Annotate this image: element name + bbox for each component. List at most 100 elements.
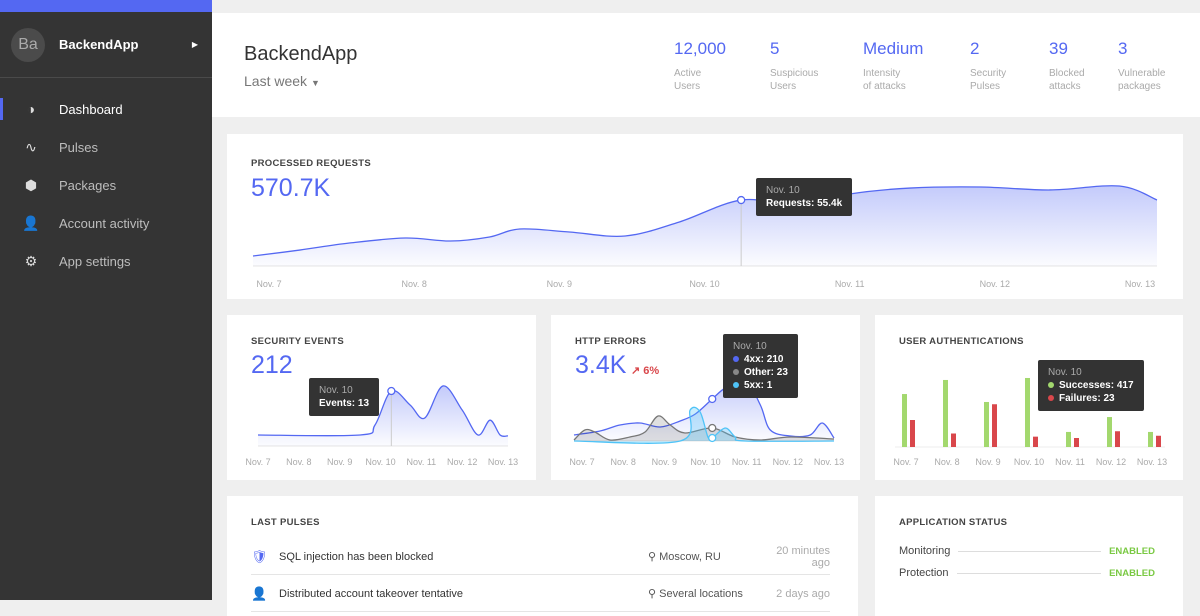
bar-failures [1033, 436, 1038, 447]
stat-suspicious-users: 5 Suspicious Users [770, 39, 840, 93]
tooltip-value: Requests: 55.4k [766, 198, 843, 209]
pulse-time: 2 days ago [776, 587, 830, 600]
period-dropdown[interactable]: Last week ▼ [244, 73, 320, 89]
chart-http [573, 378, 835, 444]
processed-requests-card: PROCESSED REQUESTS 570.7K Nov. 10 Request… [227, 134, 1183, 299]
chart-tooltip: Nov. 10 Requests: 55.4k [756, 178, 853, 216]
bar-successes [943, 379, 948, 447]
stat-security-pulses: 2 Security Pulses [970, 39, 1040, 93]
tooltip-date: Nov. 10 [1048, 367, 1082, 378]
bar-successes [1148, 431, 1153, 447]
pulse-icon: ∿ [25, 138, 37, 155]
sidebar-item-app-settings[interactable]: ⚙ App settings [0, 242, 212, 280]
x-tick-label: Nov. 7 [569, 457, 595, 467]
sidebar-item-label: App settings [59, 253, 131, 269]
stat-intensity: Medium Intensity of attacks [863, 39, 933, 93]
area-fill [253, 185, 1157, 266]
gear-icon: ⚙ [24, 252, 38, 269]
sidebar-item-account-activity[interactable]: 👤 Account activity [0, 204, 212, 242]
x-tick-label: Nov. 12 [446, 457, 478, 467]
pulse-location: ⚲ Several locations [648, 588, 743, 600]
series-line [252, 185, 1158, 257]
caret-right-icon: ▶ [191, 40, 198, 49]
stat-value: 3 [1118, 39, 1128, 58]
chevron-down-icon: ▼ [310, 78, 320, 88]
chart-tooltip: Nov. 10 Successes: 417 Failures: 23 [1038, 360, 1144, 411]
cube-icon: ⬢ [24, 176, 38, 193]
security-events-card: SECURITY EVENTS 212 Nov. 10 Events: 13 No… [227, 315, 536, 480]
chart-tooltip: Nov. 10 4xx: 210 Other: 23 5xx: 1 [723, 334, 798, 398]
change-value: 6% [643, 365, 660, 377]
change-badge: ↗ 6% [631, 364, 659, 377]
tooltip-row: Other: 23 [733, 366, 788, 379]
tooltip-row: 5xx: 1 [733, 379, 788, 392]
x-tick-label: Nov. 10 [365, 457, 396, 467]
hover-point [737, 195, 746, 205]
status-badge: ENABLED [1109, 545, 1155, 557]
http-errors-card: HTTP ERRORS 3.4K ↗ 6% Nov. 10 4xx: 210 O… [551, 315, 860, 480]
last-pulses-card: LAST PULSES 🛡 SQL injection has been bloc… [227, 496, 858, 616]
tooltip-value: Events: 13 [319, 398, 370, 409]
chart-security [257, 385, 509, 447]
bar-successes [1066, 431, 1071, 447]
sidebar-item-label: Account activity [59, 215, 150, 231]
area-Other [574, 415, 834, 441]
x-tick-label: Nov. 11 [406, 457, 437, 467]
sidebar-item-packages[interactable]: ⬢ Packages [0, 166, 212, 204]
bar-failures [1074, 438, 1079, 447]
tooltip-date: Nov. 10 [319, 385, 353, 396]
app-switcher[interactable]: Ba BackendApp ▶ [0, 12, 212, 78]
x-tick-label: Nov. 9 [326, 457, 353, 467]
bar-failures [1115, 431, 1120, 447]
tooltip-date: Nov. 10 [733, 341, 767, 352]
avatar: Ba [11, 27, 45, 62]
sidebar-item-label: Pulses [59, 139, 99, 155]
bar-successes [1107, 417, 1112, 447]
x-tick-label: Nov. 8 [610, 457, 636, 467]
x-tick-label: Nov. 13 [1124, 279, 1156, 289]
bar-successes [984, 401, 989, 447]
pulse-row[interactable]: 🛡 SQL injection has been blocked ⚲ Moscow,… [251, 539, 830, 575]
stat-label: Blocked attacks [1049, 68, 1085, 92]
area-fill [258, 385, 508, 446]
total-value: 3.4K [575, 351, 627, 379]
status-row-protection: Protection ENABLED [899, 567, 1155, 579]
period-value: Last week [244, 73, 308, 89]
bar-failures [910, 420, 915, 447]
stat-blocked-attacks: 39 Blocked attacks [1049, 39, 1119, 93]
app-name: BackendApp [59, 37, 139, 52]
bar-successes [1025, 377, 1030, 447]
user-plus-icon: 👤 [22, 214, 40, 231]
bar-successes [902, 394, 907, 447]
page-title: BackendApp [244, 43, 358, 65]
status-label: Monitoring [899, 545, 951, 557]
bar-failures [951, 433, 956, 447]
series-line-Other [573, 415, 835, 441]
x-tick-label: Nov. 12 [1095, 457, 1127, 467]
sidebar-item-pulses[interactable]: ∿ Pulses [0, 128, 212, 166]
series-line [257, 385, 509, 438]
x-tick-label: Nov. 13 [813, 457, 845, 467]
x-tick-label: Nov. 10 [690, 457, 721, 467]
x-tick-label: Nov. 11 [834, 279, 865, 289]
x-tick-label: Nov. 7 [256, 279, 282, 289]
stat-label: Intensity of attacks [863, 68, 906, 92]
x-tick-label: Nov. 7 [245, 457, 271, 467]
status-badge: ENABLED [1109, 567, 1155, 579]
chart-auth [895, 377, 1165, 448]
x-tick-label: Nov. 12 [772, 457, 804, 467]
x-tick-label: Nov. 12 [979, 279, 1011, 289]
pulse-location: ⚲ Moscow, RU [648, 551, 721, 563]
x-tick-label: Nov. 10 [689, 279, 720, 289]
stat-value: 39 [1049, 39, 1068, 58]
sidebar: Ba BackendApp ▶ ◑ Dashboard ∿ Pulses ⬢ Pack… [0, 0, 212, 600]
arrow-up-right-icon: ↗ [631, 365, 641, 377]
sidebar-item-dashboard[interactable]: ◑ Dashboard [0, 90, 212, 128]
pulse-row[interactable]: 👤 Distributed account takeover tentative ⚲… [251, 576, 830, 612]
tooltip-row: 4xx: 210 [733, 353, 788, 366]
stat-label: Active Users [674, 68, 702, 92]
chart-tooltip: Nov. 10 Events: 13 [309, 378, 380, 416]
hover-point-5xx [708, 433, 717, 443]
area-4xx [574, 379, 834, 441]
hover-point-Other [708, 423, 717, 433]
